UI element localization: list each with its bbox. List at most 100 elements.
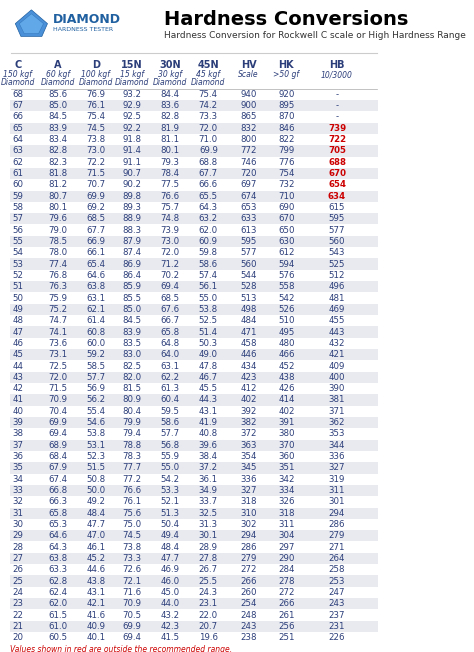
Text: Scale: Scale: [238, 70, 259, 80]
FancyBboxPatch shape: [9, 281, 378, 292]
Text: 69.2: 69.2: [86, 203, 105, 212]
Text: 310: 310: [240, 509, 257, 518]
Text: 92.2: 92.2: [122, 124, 141, 133]
FancyBboxPatch shape: [9, 213, 378, 224]
Text: 65.3: 65.3: [48, 520, 67, 529]
Text: 49.2: 49.2: [86, 497, 105, 507]
FancyBboxPatch shape: [9, 327, 378, 338]
Text: 55.9: 55.9: [160, 452, 179, 461]
Text: 68.9: 68.9: [48, 441, 67, 450]
Text: 272: 272: [240, 565, 257, 574]
Text: 85.0: 85.0: [48, 101, 67, 110]
Text: 69.4: 69.4: [48, 430, 67, 438]
Text: 264: 264: [329, 554, 345, 563]
Text: 776: 776: [278, 158, 295, 167]
FancyBboxPatch shape: [9, 621, 378, 632]
Text: 34.9: 34.9: [199, 486, 218, 495]
Text: 66.3: 66.3: [48, 497, 67, 507]
Text: 81.5: 81.5: [122, 384, 141, 393]
Text: 69.4: 69.4: [122, 633, 141, 642]
Text: 66.8: 66.8: [48, 486, 67, 495]
Text: 495: 495: [278, 327, 294, 336]
Text: 44.0: 44.0: [160, 599, 179, 608]
Text: 412: 412: [240, 384, 257, 393]
Text: 311: 311: [329, 486, 345, 495]
Text: 68.8: 68.8: [199, 158, 218, 167]
Text: 78.8: 78.8: [122, 441, 141, 450]
Text: 79.4: 79.4: [122, 430, 141, 438]
Text: 466: 466: [278, 350, 295, 359]
Text: 286: 286: [329, 520, 345, 529]
Text: 336: 336: [329, 452, 345, 461]
Text: 294: 294: [329, 509, 345, 518]
Text: 69.9: 69.9: [199, 147, 218, 155]
Text: 54: 54: [12, 248, 23, 258]
Text: 74.2: 74.2: [199, 101, 218, 110]
Text: 247: 247: [329, 588, 345, 597]
Text: 58: 58: [12, 203, 23, 212]
Text: 480: 480: [278, 339, 295, 348]
Text: 772: 772: [240, 147, 257, 155]
Text: 62.0: 62.0: [48, 599, 67, 608]
Text: 57.4: 57.4: [199, 271, 218, 280]
Text: 91.4: 91.4: [122, 147, 141, 155]
Text: 294: 294: [240, 531, 257, 541]
Text: 60 kgf: 60 kgf: [46, 70, 70, 80]
Text: 66.6: 66.6: [199, 181, 218, 189]
Text: 72.1: 72.1: [122, 576, 141, 585]
Text: D: D: [92, 60, 100, 70]
Text: 88.9: 88.9: [122, 215, 141, 224]
Text: 40.9: 40.9: [86, 622, 105, 631]
Text: 513: 513: [240, 293, 257, 303]
Text: 35: 35: [12, 464, 23, 473]
Text: 70.9: 70.9: [48, 396, 67, 404]
Text: 69.9: 69.9: [86, 192, 105, 201]
Text: 53.3: 53.3: [160, 486, 179, 495]
Text: 248: 248: [240, 610, 257, 619]
Text: 52.1: 52.1: [160, 497, 179, 507]
Text: 81.2: 81.2: [48, 181, 67, 189]
Text: Diamond: Diamond: [41, 78, 75, 87]
Text: 51.4: 51.4: [199, 327, 218, 336]
Text: 414: 414: [278, 396, 295, 404]
Text: 52.3: 52.3: [86, 452, 105, 461]
Text: 65: 65: [12, 124, 23, 133]
Text: 72.2: 72.2: [86, 158, 105, 167]
Text: 612: 612: [278, 248, 295, 258]
Text: 71.5: 71.5: [48, 384, 67, 393]
Text: 34: 34: [12, 475, 23, 484]
Text: 799: 799: [278, 147, 294, 155]
Text: 49.4: 49.4: [160, 531, 179, 541]
Text: 55.4: 55.4: [86, 407, 105, 416]
Text: 76.8: 76.8: [48, 271, 67, 280]
Text: 25.5: 25.5: [199, 576, 218, 585]
Text: 75.4: 75.4: [199, 90, 218, 98]
Text: 76.1: 76.1: [122, 497, 141, 507]
Text: 297: 297: [278, 542, 294, 552]
Text: 100 kgf: 100 kgf: [82, 70, 110, 80]
Text: 73.0: 73.0: [86, 147, 105, 155]
Text: 76.3: 76.3: [48, 282, 67, 291]
Text: 45.2: 45.2: [86, 554, 105, 563]
Text: HK: HK: [279, 60, 294, 70]
Text: 82.5: 82.5: [122, 361, 141, 370]
Text: 47.8: 47.8: [199, 361, 218, 370]
Text: 79.6: 79.6: [48, 215, 67, 224]
Text: 82.8: 82.8: [160, 112, 179, 121]
Text: 82.0: 82.0: [122, 373, 141, 382]
Text: 61.5: 61.5: [48, 610, 67, 619]
FancyBboxPatch shape: [9, 372, 378, 383]
Text: 80.1: 80.1: [48, 203, 67, 212]
Text: 498: 498: [240, 305, 257, 314]
Text: 86.9: 86.9: [122, 259, 141, 269]
Text: 452: 452: [278, 361, 295, 370]
Text: 900: 900: [240, 101, 257, 110]
Text: 79.9: 79.9: [122, 418, 141, 427]
Text: 63.1: 63.1: [160, 361, 179, 370]
Text: 70.9: 70.9: [122, 599, 141, 608]
Text: 72.6: 72.6: [122, 565, 141, 574]
Text: 58.5: 58.5: [86, 361, 105, 370]
Text: 87.4: 87.4: [122, 248, 141, 258]
Text: 80.9: 80.9: [122, 396, 141, 404]
Text: 74.8: 74.8: [160, 215, 179, 224]
